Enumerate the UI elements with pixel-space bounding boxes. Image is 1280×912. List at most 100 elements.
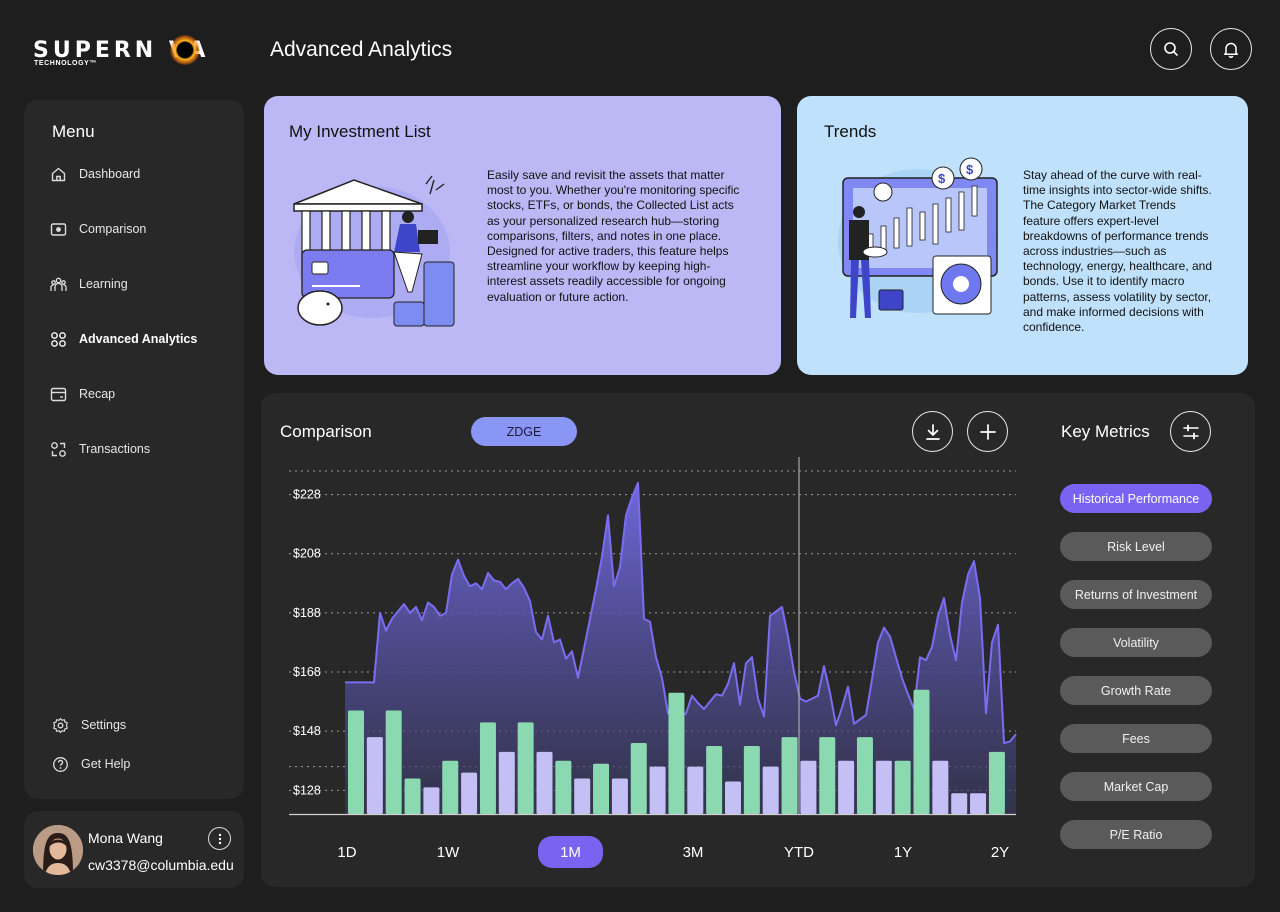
- sidebar-item-comparison[interactable]: Comparison: [50, 218, 146, 240]
- more-vertical-icon: [218, 833, 221, 844]
- svg-text:$: $: [938, 171, 946, 186]
- metric-historical-performance[interactable]: Historical Performance: [1060, 484, 1212, 513]
- metric-returns-of-investment[interactable]: Returns of Investment: [1060, 580, 1212, 609]
- range-3m[interactable]: 3M: [682, 843, 704, 861]
- metric-growth-rate[interactable]: Growth Rate: [1060, 676, 1212, 705]
- volume-bar[interactable]: [894, 760, 911, 814]
- ticker-chip[interactable]: ZDGE: [471, 417, 577, 446]
- volume-bar[interactable]: [932, 760, 949, 814]
- metric-volatility[interactable]: Volatility: [1060, 628, 1212, 657]
- help-icon: [53, 756, 68, 772]
- trends-card[interactable]: Trends $ $ Stay ahead of the curve with …: [797, 96, 1248, 375]
- download-icon: [925, 423, 940, 440]
- volume-bar[interactable]: [856, 737, 873, 814]
- volume-bar[interactable]: [536, 751, 553, 814]
- volume-bar[interactable]: [461, 772, 478, 814]
- sidebar-item-advanced-analytics[interactable]: Advanced Analytics: [50, 328, 197, 350]
- sidebar-item-recap[interactable]: Recap: [50, 383, 115, 405]
- sidebar-item-learning[interactable]: Learning: [50, 273, 128, 295]
- y-tick-label: $128: [293, 783, 321, 797]
- range-1y[interactable]: 1Y: [893, 843, 913, 861]
- investment-list-card[interactable]: My Investment List Easily save and revis…: [264, 96, 781, 375]
- download-button[interactable]: [912, 411, 953, 452]
- metric-risk-level[interactable]: Risk Level: [1060, 532, 1212, 561]
- volume-bar[interactable]: [479, 722, 496, 814]
- investment-card-description: Easily save and revisit the assets that …: [487, 168, 740, 304]
- y-tick-label: $148: [293, 724, 321, 738]
- volume-bar[interactable]: [442, 760, 459, 814]
- volume-bar[interactable]: [706, 745, 723, 814]
- metrics-filter-button[interactable]: [1170, 411, 1211, 452]
- volume-bar[interactable]: [668, 692, 685, 814]
- volume-bar[interactable]: [725, 781, 741, 814]
- volume-bar[interactable]: [611, 778, 628, 814]
- sidebar-item-transactions[interactable]: Transactions: [50, 438, 150, 460]
- user-menu-button[interactable]: [208, 827, 231, 850]
- volume-bar[interactable]: [385, 710, 402, 814]
- sidebar-item-label: Get Help: [81, 757, 131, 771]
- volume-bar[interactable]: [838, 760, 855, 814]
- price-line: [345, 481, 1017, 745]
- volume-bar[interactable]: [649, 766, 666, 814]
- menu-title: Menu: [52, 122, 95, 141]
- volume-bar[interactable]: [762, 766, 779, 814]
- sidebar-item-label: Dashboard: [79, 167, 141, 181]
- volume-bar[interactable]: [970, 793, 987, 814]
- gear-icon: [53, 717, 68, 733]
- sidebar: Menu Dashboard Comparison Learning Advan…: [24, 100, 244, 799]
- notifications-button[interactable]: [1210, 28, 1252, 70]
- people-icon: [50, 277, 67, 291]
- volume-bar[interactable]: [988, 751, 1005, 814]
- add-button[interactable]: [967, 411, 1008, 452]
- volume-bar[interactable]: [630, 743, 647, 814]
- trends-card-title: Trends: [824, 122, 877, 141]
- search-icon: [1164, 42, 1178, 56]
- volume-bar[interactable]: [555, 760, 572, 814]
- volume-bar[interactable]: [743, 745, 760, 814]
- user-name: Mona Wang: [88, 830, 163, 846]
- metric-fees[interactable]: Fees: [1060, 724, 1212, 753]
- volume-bar[interactable]: [348, 710, 364, 814]
- range-1d[interactable]: 1D: [337, 843, 357, 861]
- volume-bar[interactable]: [687, 766, 704, 814]
- volume-bar[interactable]: [593, 763, 610, 814]
- volume-bar[interactable]: [875, 760, 892, 814]
- metric-market-cap[interactable]: Market Cap: [1060, 772, 1212, 801]
- investment-card-title: My Investment List: [289, 122, 431, 141]
- volume-bar[interactable]: [517, 722, 534, 814]
- volume-bar[interactable]: [819, 737, 836, 814]
- volume-bar[interactable]: [781, 737, 798, 814]
- avatar[interactable]: [33, 825, 83, 875]
- metric-pe-ratio[interactable]: P/E Ratio: [1060, 820, 1212, 849]
- card-icon: [50, 387, 67, 401]
- range-2y[interactable]: 2Y: [990, 843, 1010, 861]
- sidebar-item-settings[interactable]: Settings: [52, 714, 126, 736]
- sidebar-item-get-help[interactable]: Get Help: [52, 753, 130, 775]
- sidebar-item-label: Comparison: [79, 222, 147, 236]
- sliders-icon: [1182, 424, 1199, 439]
- volume-bar[interactable]: [800, 760, 817, 814]
- price-area: [345, 482, 1016, 814]
- range-ytd[interactable]: YTD: [784, 843, 814, 861]
- bell-icon: [1224, 42, 1238, 58]
- volume-bar[interactable]: [951, 793, 968, 814]
- volume-bar[interactable]: [404, 778, 421, 814]
- range-1w[interactable]: 1W: [436, 843, 460, 861]
- user-email: cw3378@columbia.edu: [88, 857, 234, 873]
- sidebar-item-label: Settings: [81, 718, 127, 732]
- volume-bar[interactable]: [913, 689, 930, 814]
- volume-bar[interactable]: [498, 751, 515, 814]
- search-button[interactable]: [1150, 28, 1192, 70]
- volume-bar[interactable]: [574, 778, 591, 814]
- investment-illustration: [290, 162, 465, 337]
- price-chart[interactable]: $128 $148 $168 $188 $208 $228: [261, 393, 1255, 887]
- range-1m[interactable]: 1M: [538, 836, 603, 868]
- y-tick-label: $208: [293, 547, 321, 561]
- volume-bar[interactable]: [366, 737, 383, 814]
- brand-logo[interactable]: SUPERN VA TECHNOLOGY™: [33, 34, 233, 74]
- sidebar-item-label: Recap: [79, 387, 116, 401]
- plus-icon: [979, 423, 996, 440]
- volume-bar[interactable]: [423, 787, 440, 814]
- sidebar-item-label: Learning: [79, 277, 128, 291]
- sidebar-item-dashboard[interactable]: Dashboard: [50, 163, 140, 185]
